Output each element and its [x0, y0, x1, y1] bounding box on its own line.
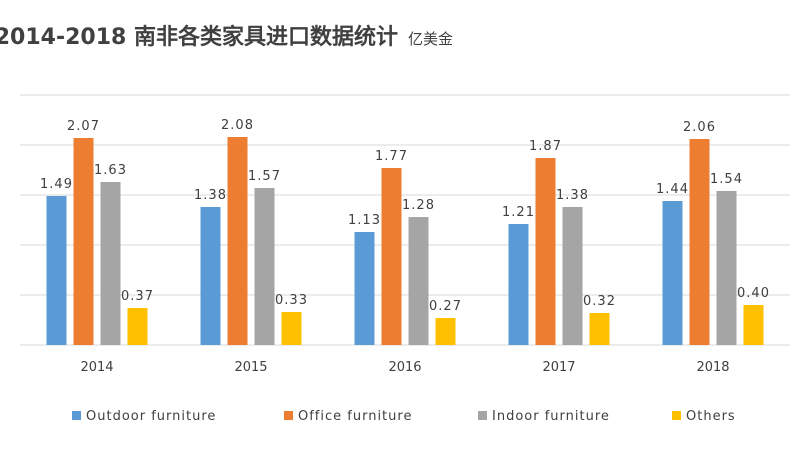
data-label: 1.13 — [348, 213, 381, 228]
legend-label: Outdoor furniture — [86, 409, 216, 424]
bar-indoor-furniture-2016 — [408, 217, 429, 345]
data-label: 2.06 — [683, 120, 716, 135]
bar-others-2018 — [743, 305, 764, 345]
legend-swatch-outdoor-furniture — [72, 411, 81, 420]
bar-office-furniture-2017 — [535, 158, 556, 345]
data-label: 0.32 — [583, 294, 616, 309]
gridlines — [20, 94, 790, 346]
bar-others-2014 — [127, 308, 148, 345]
data-label: 0.40 — [737, 286, 770, 301]
legend: Outdoor furniture Office furniture Indoor … — [72, 409, 736, 424]
bar-office-furniture-2016 — [381, 168, 402, 345]
legend-label: Indoor furniture — [492, 409, 610, 424]
chart-title: 2014-2018 南非各类家具进口数据统计 — [0, 24, 398, 50]
legend-label: Others — [686, 409, 736, 424]
bar-outdoor-furniture-2014 — [46, 196, 67, 345]
data-label: 0.37 — [121, 289, 154, 304]
x-axis-ticks: 2014 2015 2016 2017 2018 — [80, 360, 729, 375]
bar-indoor-furniture-2014 — [100, 182, 121, 345]
data-label: 1.21 — [502, 205, 535, 220]
bar-series — [46, 137, 764, 345]
chart-unit: 亿美金 — [408, 30, 453, 48]
bar-others-2016 — [435, 318, 456, 345]
data-label: 0.27 — [429, 299, 462, 314]
bar-indoor-furniture-2015 — [254, 188, 275, 345]
data-label: 1.49 — [40, 177, 73, 192]
bar-outdoor-furniture-2015 — [200, 207, 221, 345]
x-tick-label: 2018 — [696, 360, 729, 375]
x-tick-label: 2016 — [388, 360, 421, 375]
data-label: 1.28 — [402, 198, 435, 213]
legend-swatch-others — [672, 411, 681, 420]
bar-others-2015 — [281, 312, 302, 345]
data-label: 1.44 — [656, 182, 689, 197]
bar-indoor-furniture-2018 — [716, 191, 737, 345]
data-label: 2.08 — [221, 118, 254, 133]
legend-label: Office furniture — [298, 409, 412, 424]
x-tick-label: 2017 — [542, 360, 575, 375]
data-labels: 1.49 2.07 1.63 0.37 1.38 2.08 1.57 0.33 1.13 1.77… — [40, 118, 770, 314]
bar-others-2017 — [589, 313, 610, 345]
bar-outdoor-furniture-2018 — [662, 201, 683, 345]
data-label: 1.57 — [248, 169, 281, 184]
bar-indoor-furniture-2017 — [562, 207, 583, 345]
bar-outdoor-furniture-2016 — [354, 232, 375, 345]
bar-office-furniture-2014 — [73, 138, 94, 345]
data-label: 1.54 — [710, 172, 743, 187]
data-label: 2.07 — [67, 119, 100, 134]
legend-swatch-office-furniture — [284, 411, 293, 420]
x-tick-label: 2015 — [234, 360, 267, 375]
data-label: 1.77 — [375, 149, 408, 164]
x-tick-label: 2014 — [80, 360, 113, 375]
data-label: 1.87 — [529, 139, 562, 154]
legend-swatch-indoor-furniture — [478, 411, 487, 420]
bar-outdoor-furniture-2017 — [508, 224, 529, 345]
data-label: 1.63 — [94, 163, 127, 178]
data-label: 1.38 — [194, 188, 227, 203]
bar-office-furniture-2015 — [227, 137, 248, 345]
bar-office-furniture-2018 — [689, 139, 710, 345]
data-label: 1.38 — [556, 188, 589, 203]
data-label: 0.33 — [275, 293, 308, 308]
